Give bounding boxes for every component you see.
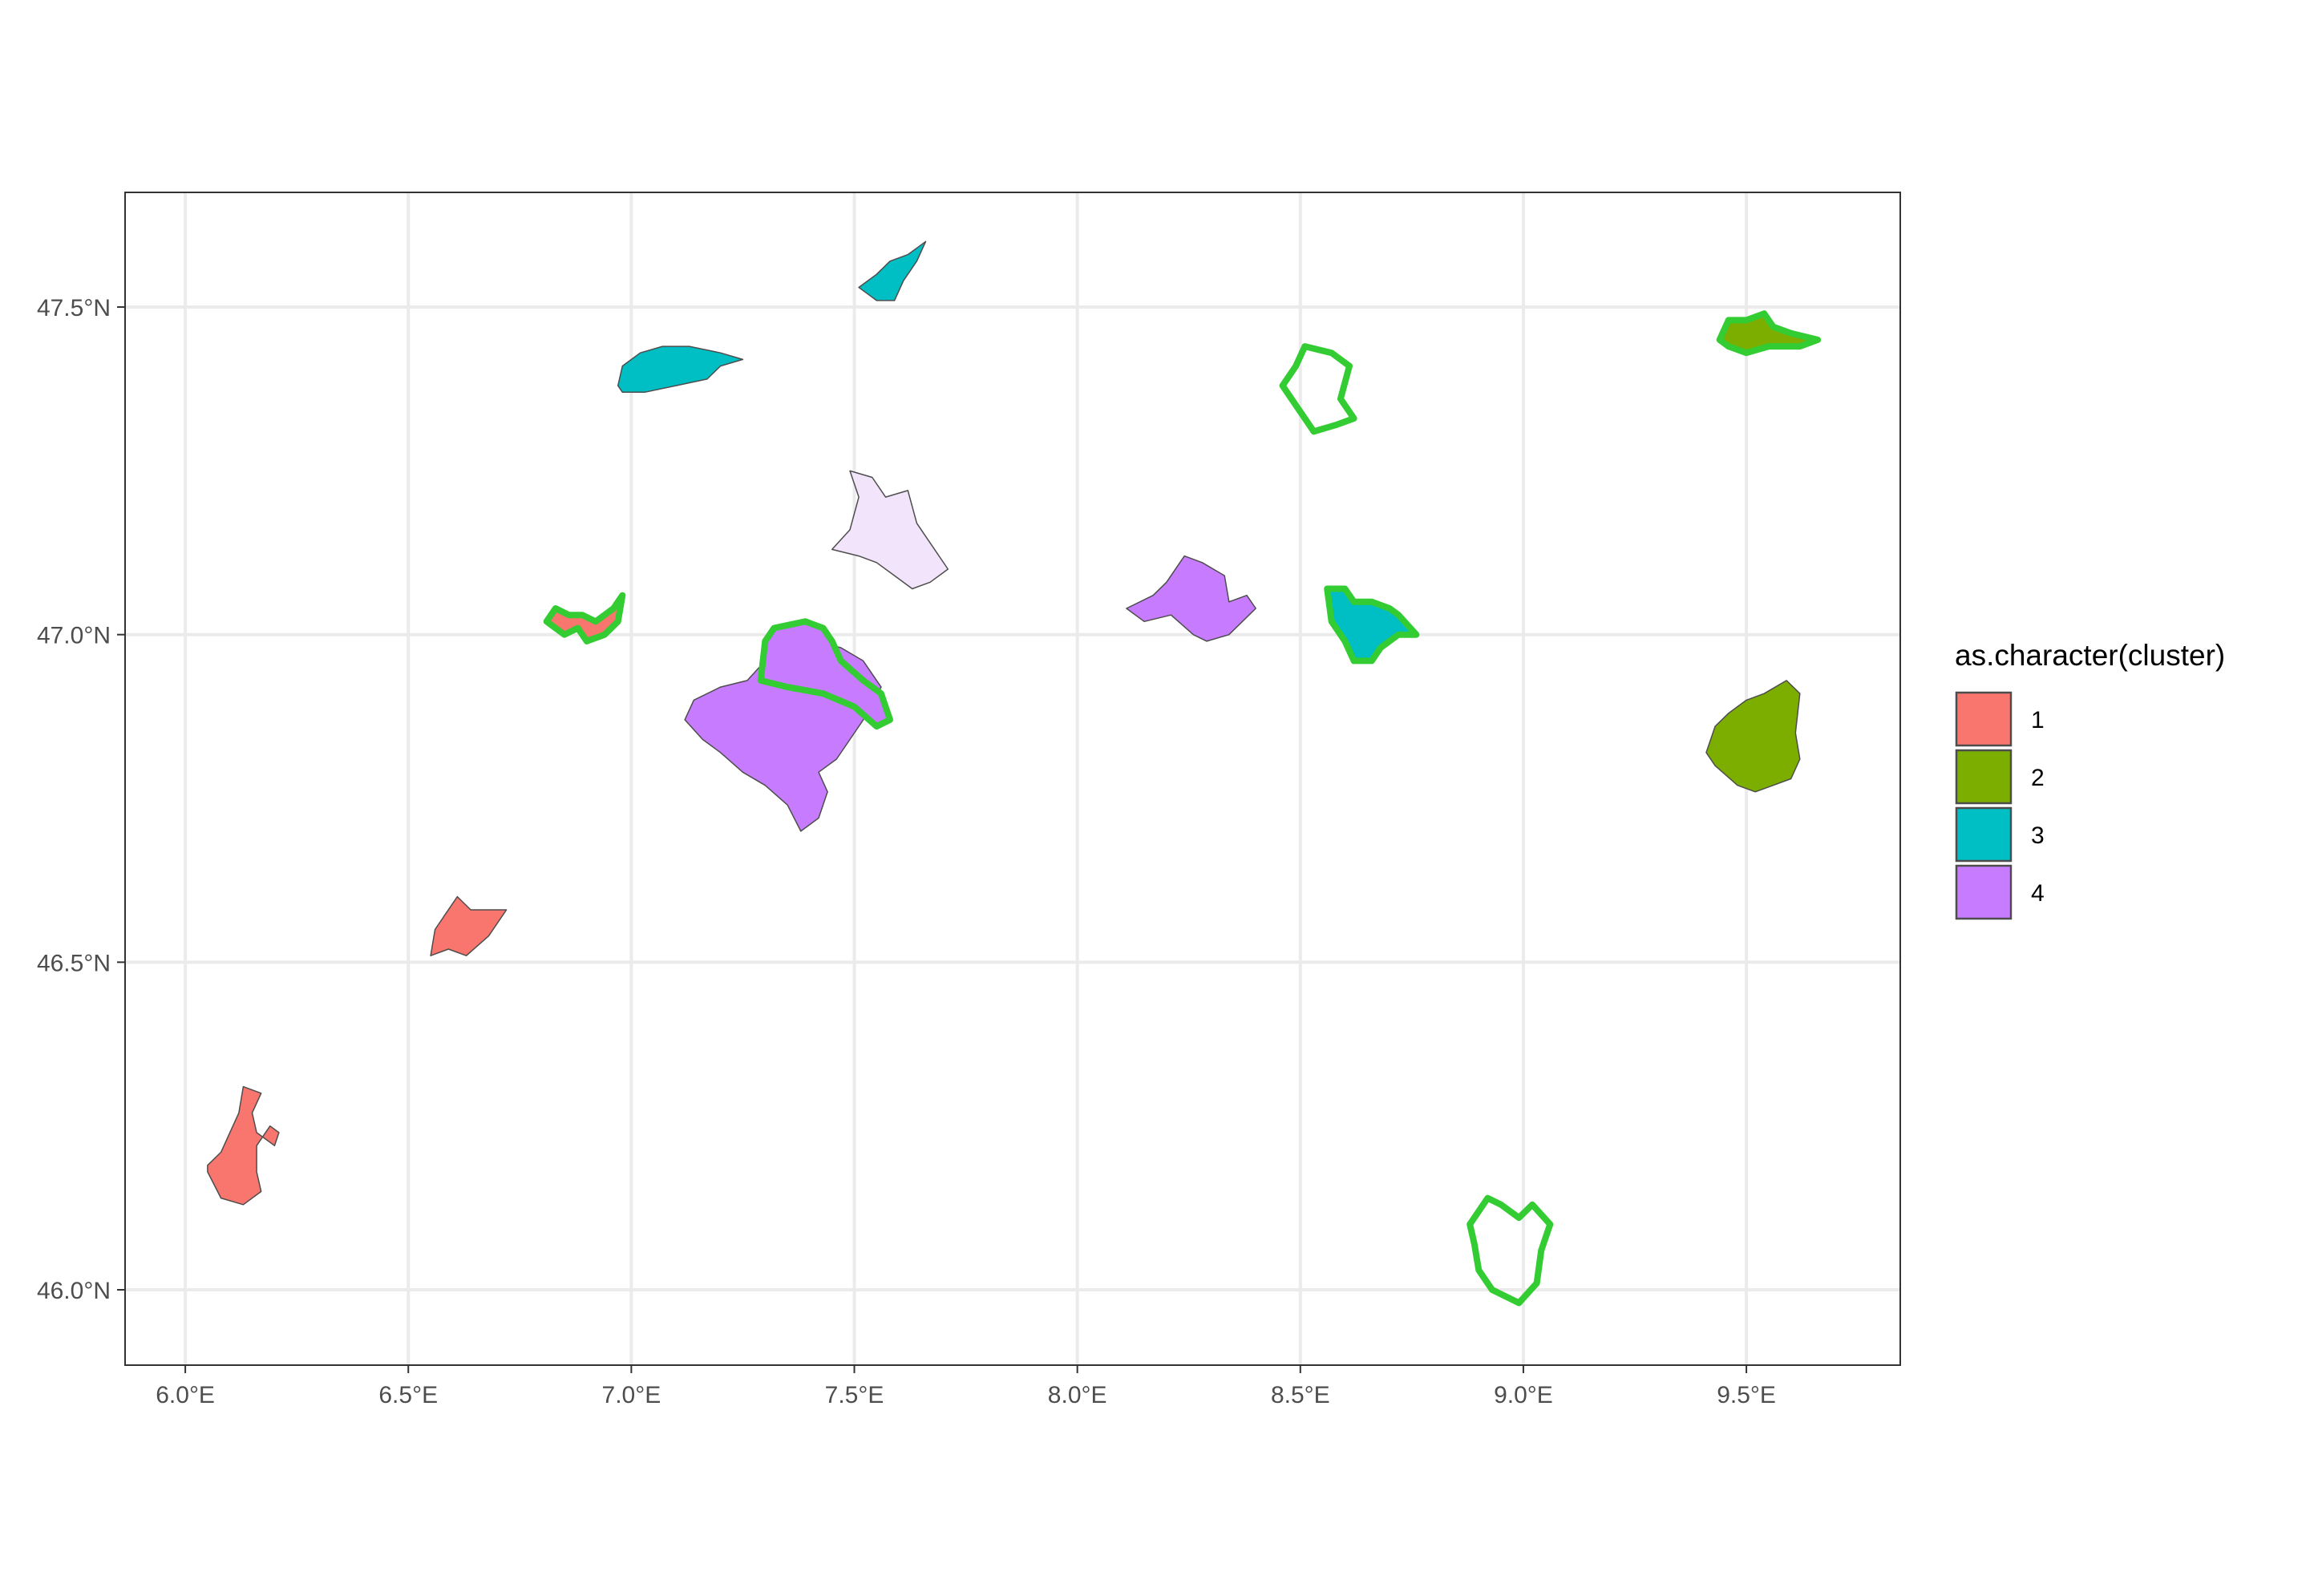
legend-label-3: 3	[2031, 822, 2045, 849]
region-highlight-outline-10	[757, 618, 893, 730]
region-cluster-3-5	[617, 345, 744, 394]
y-tick-label: 46.5°N	[37, 950, 111, 976]
x-tick-label: 9.5°E	[1717, 1382, 1776, 1408]
regions	[207, 240, 1818, 1206]
legend-title: as.character(cluster)	[1955, 639, 2225, 672]
legend-label-1: 1	[2031, 707, 2045, 733]
y-tick-label: 47.0°N	[37, 623, 111, 649]
region-highlight-outline-7	[1324, 585, 1420, 665]
x-tick-label: 7.5°E	[825, 1382, 884, 1408]
region-highlight-outline-3	[1716, 310, 1822, 357]
x-tick-label: 8.0°E	[1048, 1382, 1107, 1408]
legend-key-3	[1955, 806, 2013, 863]
region-cluster-1-1	[430, 895, 508, 956]
region-cluster-4-8	[1126, 555, 1256, 642]
y-tick-label: 46.0°N	[37, 1278, 111, 1304]
legend-label-2: 2	[2031, 765, 2045, 791]
region-highlight-outline-2	[543, 592, 626, 644]
y-tick-label: 47.5°N	[37, 295, 111, 321]
region-highlight-outline-13	[1466, 1194, 1554, 1307]
plot-panel-border	[124, 192, 1901, 1366]
x-tick-label: 7.0°E	[602, 1382, 661, 1408]
plot-panel-background	[125, 192, 1900, 1365]
region-cluster-3-6	[858, 240, 927, 301]
legend-key-1	[1955, 691, 2013, 747]
legend-label-4: 4	[2031, 880, 2045, 907]
x-tick-label: 8.5°E	[1271, 1382, 1330, 1408]
legend-key-4	[1955, 864, 2013, 920]
x-tick-label: 6.0°E	[156, 1382, 215, 1408]
x-tick-label: 6.5°E	[378, 1382, 438, 1408]
region-cluster-2-4	[1705, 680, 1801, 793]
x-tick-label: 9.0°E	[1494, 1382, 1553, 1408]
region-cluster-none-11	[831, 470, 949, 590]
legend-key-2	[1955, 749, 2013, 805]
axis-ticks: 6.0°E 6.5°E 7.0°E 7.5°E 8.0°E 8.5°E 9.0°E 9.5°E…	[37, 295, 1776, 1408]
highlighted-region-outlines	[543, 310, 1822, 1307]
region-highlight-outline-12	[1279, 343, 1357, 435]
legend: as.character(cluster) 1 2 3 4	[1955, 639, 2225, 920]
region-cluster-1-0	[207, 1085, 280, 1206]
